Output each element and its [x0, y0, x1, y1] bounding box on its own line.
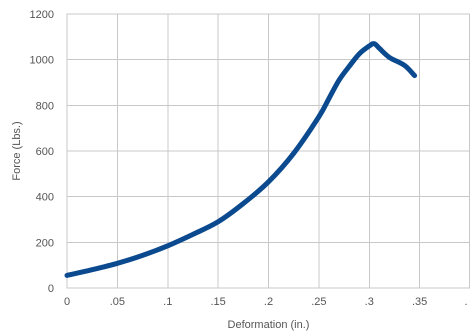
x-axis-title: Deformation (in.) [228, 319, 310, 331]
grid-lines [66, 13, 470, 289]
y-axis-title: Force (Lbs.) [11, 121, 23, 180]
y-tick-label: 400 [36, 192, 54, 204]
y-tick-label: 1200 [30, 9, 54, 21]
y-tick-labels: 0 200 400 600 800 1000 1200 [30, 9, 54, 295]
y-tick-label: 600 [36, 146, 54, 158]
x-tick-labels: 0 .05 .1 .15 .2 .25 .3 .35. [64, 296, 468, 308]
x-tick-label: .1 [163, 296, 172, 308]
y-tick-label: 800 [36, 100, 54, 112]
x-tick-label: . [464, 296, 467, 308]
x-tick-label: .2 [264, 296, 273, 308]
y-tick-label: 200 [36, 237, 54, 249]
y-tick-label: 1000 [30, 55, 54, 67]
x-tick-label: .25 [311, 296, 326, 308]
x-tick-label: .3 [365, 296, 374, 308]
x-tick-label: 0 [64, 296, 70, 308]
series-layer [64, 41, 418, 278]
x-tick-label: .35 [412, 296, 427, 308]
x-tick-label: .05 [110, 296, 125, 308]
y-tick-label: 0 [48, 283, 54, 295]
x-tick-label: .15 [210, 296, 225, 308]
force-deformation-line [64, 41, 418, 278]
